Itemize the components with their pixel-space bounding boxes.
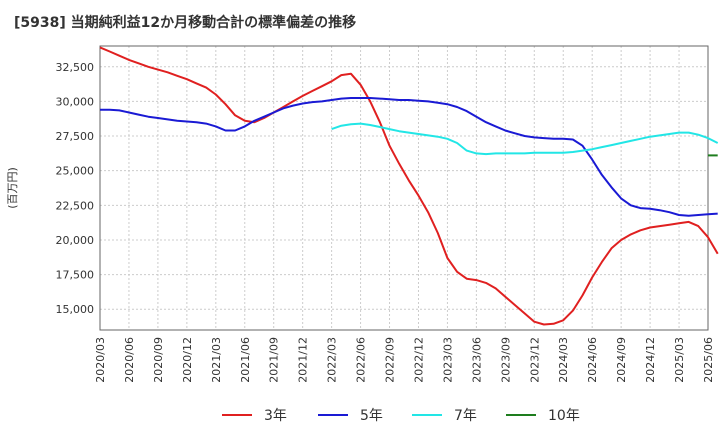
y-tick-label: 15,000 xyxy=(56,303,95,316)
y-tick-label: 17,500 xyxy=(56,269,95,282)
x-tick-label: 2021/09 xyxy=(268,337,281,383)
legend-label-3: 7年 xyxy=(454,408,477,424)
x-tick-label: 2022/06 xyxy=(355,337,368,383)
y-tick-label: 32,500 xyxy=(56,61,95,74)
x-tick-label: 2022/09 xyxy=(384,337,397,383)
x-tick-label: 2021/12 xyxy=(297,337,310,383)
x-tick-label: 2020/09 xyxy=(152,337,165,383)
x-tick-label: 2024/09 xyxy=(615,337,628,383)
x-tick-label: 2020/03 xyxy=(94,337,107,383)
x-tick-label: 2021/06 xyxy=(239,337,252,383)
series-line-1 xyxy=(99,46,719,326)
y-tick-label: 22,500 xyxy=(56,199,95,212)
x-tick-label: 2021/03 xyxy=(210,337,223,383)
x-tick-label: 2023/06 xyxy=(470,337,483,383)
x-tick-label: 2025/06 xyxy=(702,337,715,383)
x-tick-label: 2025/03 xyxy=(673,337,686,383)
y-tick-label: 20,000 xyxy=(56,234,95,247)
y-axis-label: (百万円) xyxy=(6,167,19,209)
y-tick-label: 25,000 xyxy=(56,165,95,178)
legend-label-2: 5年 xyxy=(360,408,383,424)
series-line-3 xyxy=(331,122,719,156)
x-tick-label: 2020/06 xyxy=(123,337,136,383)
x-tick-label: 2022/03 xyxy=(326,337,339,383)
x-tick-label: 2023/09 xyxy=(499,337,512,383)
x-tick-label: 2023/12 xyxy=(528,337,541,383)
y-tick-label: 27,500 xyxy=(56,130,95,143)
legend-label-4: 10年 xyxy=(548,408,580,424)
series-line-2 xyxy=(100,97,718,217)
x-tick-label: 2023/03 xyxy=(441,337,454,383)
plot-area-frame xyxy=(99,45,709,331)
x-tick-label: 2020/12 xyxy=(181,337,194,383)
legend-label-1: 3年 xyxy=(264,408,287,424)
x-tick-label: 2024/12 xyxy=(644,337,657,383)
x-tick-label: 2022/12 xyxy=(412,337,425,383)
x-tick-label: 2024/03 xyxy=(557,337,570,383)
x-tick-label: 2024/06 xyxy=(586,337,599,383)
y-tick-label: 30,000 xyxy=(56,95,95,108)
chart-title: [5938] 当期純利益12か月移動合計の標準偏差の推移 xyxy=(14,15,357,31)
